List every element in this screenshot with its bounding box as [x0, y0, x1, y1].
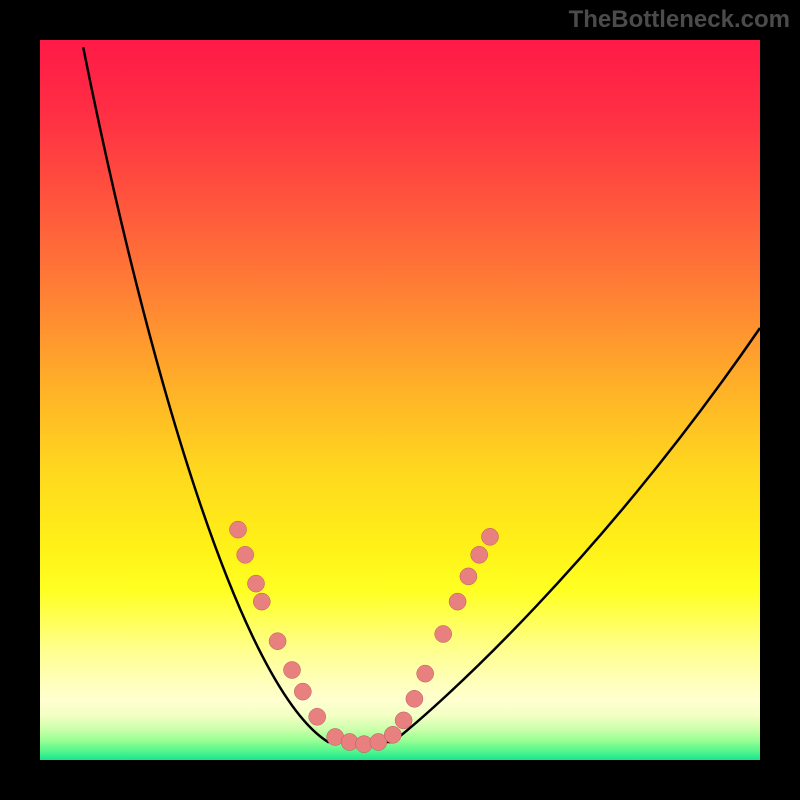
data-marker: [230, 521, 247, 538]
data-marker: [253, 593, 270, 610]
data-marker: [406, 690, 423, 707]
data-marker: [471, 546, 488, 563]
plot-area: [40, 40, 760, 760]
data-marker: [435, 626, 452, 643]
data-marker: [384, 726, 401, 743]
data-marker: [269, 633, 286, 650]
data-marker: [482, 528, 499, 545]
data-marker: [395, 712, 412, 729]
chart-container: TheBottleneck.com: [0, 0, 800, 800]
watermark-text: TheBottleneck.com: [569, 6, 790, 34]
data-marker: [460, 568, 477, 585]
data-marker: [449, 593, 466, 610]
gradient-background: [40, 40, 760, 760]
data-marker: [417, 665, 434, 682]
data-marker: [284, 662, 301, 679]
data-marker: [237, 546, 254, 563]
data-marker: [294, 683, 311, 700]
data-marker: [309, 708, 326, 725]
data-marker: [248, 575, 265, 592]
